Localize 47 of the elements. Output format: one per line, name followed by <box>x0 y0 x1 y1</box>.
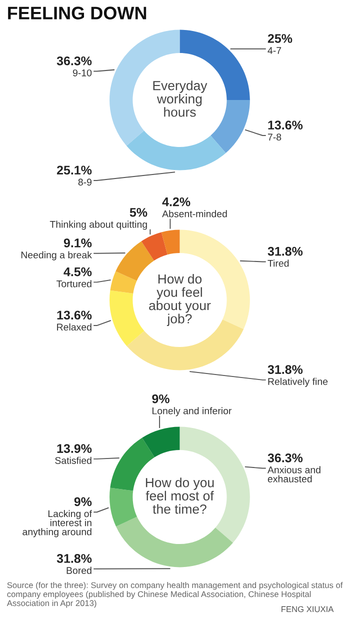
slice-label: Relatively fine <box>268 378 328 387</box>
text: How do you feel most of the time? <box>146 478 214 514</box>
data-label: 9.1% <box>64 238 92 248</box>
data-label: 36.3% <box>56 56 92 66</box>
slice-label: Tired <box>268 260 289 267</box>
data-label: 13.6% <box>57 310 92 320</box>
data-label: 13.6% <box>268 120 303 130</box>
slice-label: Tortured <box>56 280 92 288</box>
slice-label: Bored <box>66 566 92 574</box>
donut-slice <box>110 290 144 346</box>
data-label: 4.5% <box>64 267 92 276</box>
slice-label: Needing a break <box>21 251 92 260</box>
slice-label: 8-9 <box>78 178 92 186</box>
data-label: 36.3% <box>268 453 303 462</box>
data-label: 4.2% <box>162 197 190 206</box>
slice-label: 7-8 <box>268 134 282 141</box>
donut-slice <box>142 426 180 458</box>
slice-label: 4-7 <box>268 47 282 54</box>
slice-label: Lacking of interest in anything around <box>22 510 92 538</box>
data-label: 31.8% <box>268 365 303 374</box>
donut-slice <box>110 271 137 294</box>
donut-slice <box>116 516 233 568</box>
text: Everyday working hours <box>153 80 208 117</box>
data-label: 13.9% <box>57 444 92 453</box>
data-label: 31.8% <box>56 554 92 563</box>
chart-title: FEELING DOWN <box>8 6 146 20</box>
donut-slice <box>161 230 180 255</box>
data-label: 9% <box>152 394 170 404</box>
text: How do you feel about your job? <box>149 274 211 326</box>
data-label: 9% <box>74 497 92 506</box>
data-label: 5% <box>130 208 148 217</box>
data-label: 31.8% <box>268 246 303 256</box>
data-label: 25.1% <box>56 166 92 175</box>
donut-slice <box>210 100 250 153</box>
slice-label: Absent-minded <box>162 210 227 218</box>
slice-label: Satisfied <box>55 456 92 464</box>
donut-slice <box>110 488 138 526</box>
donut-slice <box>116 241 154 281</box>
slice-label: 9-10 <box>72 69 92 76</box>
donut-slice <box>126 130 226 170</box>
donut-slice <box>141 232 168 261</box>
data-label: 25% <box>268 34 292 43</box>
text: FENG XIUXIA <box>282 606 334 612</box>
slice-label: Lonely and inferior <box>152 407 232 416</box>
slice-label: Thinking about quitting <box>50 220 147 230</box>
slice-label: Anxious and exhausted <box>267 466 320 482</box>
slice-label: Relaxed <box>57 323 92 331</box>
